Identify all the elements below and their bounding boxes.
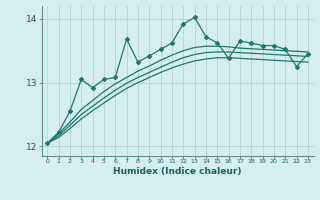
X-axis label: Humidex (Indice chaleur): Humidex (Indice chaleur) (113, 167, 242, 176)
